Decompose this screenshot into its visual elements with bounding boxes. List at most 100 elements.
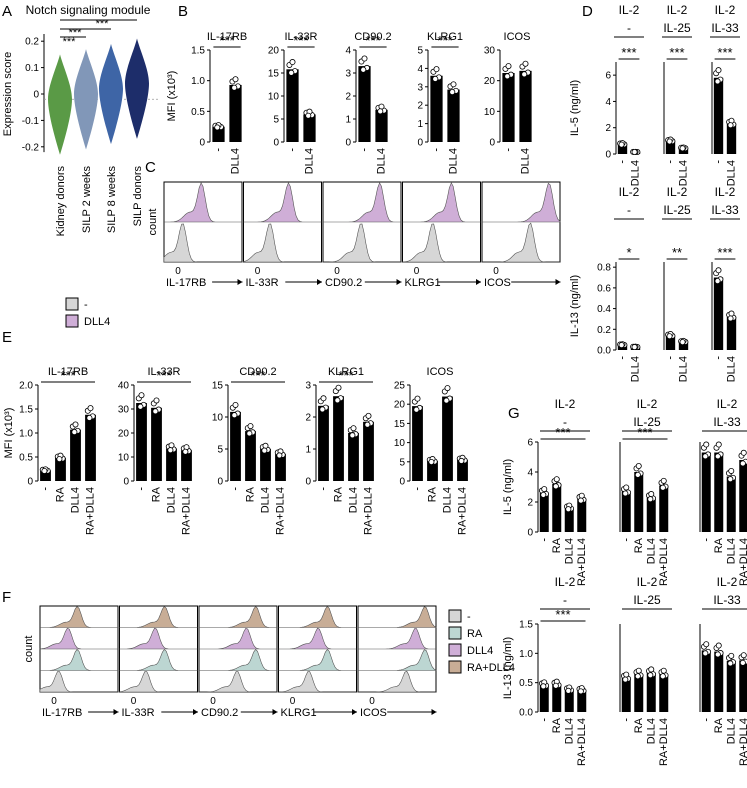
sig-marker: *** — [555, 607, 570, 622]
condition-header: - — [563, 593, 567, 607]
data-point — [715, 642, 722, 649]
marker-label: ICOS — [484, 277, 511, 289]
histogram-trace — [278, 671, 357, 693]
arrow-head — [113, 709, 119, 715]
y-tick-label: 3 — [305, 381, 311, 392]
data-point — [231, 412, 238, 419]
bar — [714, 651, 724, 712]
bar — [245, 431, 256, 481]
histogram-trace — [402, 223, 481, 263]
y-tick-label: 0 — [605, 150, 611, 161]
y-tick-label: 15 — [268, 69, 280, 80]
y-tick-label: 0.0 — [519, 708, 533, 719]
y-tick-label: 25 — [394, 381, 406, 392]
data-point — [565, 687, 572, 694]
data-point — [623, 484, 630, 491]
data-point — [577, 688, 584, 695]
condition-header: IL-25 — [633, 415, 661, 429]
condition-header: IL-33 — [711, 203, 739, 217]
legend-swatch — [448, 660, 462, 674]
chart-title: CD90.2 — [239, 366, 276, 378]
panel-letter: D — [582, 3, 593, 20]
y-tick-label: 10 — [268, 92, 280, 103]
data-point — [360, 66, 367, 73]
x-tick-label: - — [136, 487, 148, 491]
x-zero-label: 0 — [369, 696, 375, 707]
bar-chart-b: IL-17RB 0 0.5 1.0 1.5 - DLL4 *** MFI (x10³) — [166, 31, 247, 174]
condition-header: - — [627, 21, 631, 35]
data-point — [72, 421, 79, 428]
data-point — [659, 484, 666, 491]
histogram-trace — [119, 627, 198, 650]
data-point — [739, 460, 746, 467]
data-point — [648, 666, 655, 673]
y-tick-label: 3 — [417, 82, 423, 93]
y-tick-label: 4 — [527, 468, 533, 479]
bar — [552, 484, 562, 532]
bar-chart-g: 0.0 0.5 1.0 1.5 - RA DLL4 RA+DLL4 *** IL-13 (ng/m… — [502, 607, 588, 766]
y-tick-label: 0 — [489, 138, 495, 149]
data-point — [659, 673, 666, 680]
x-tick-label: - — [713, 160, 725, 164]
data-point — [553, 476, 560, 483]
data-point — [647, 672, 654, 679]
x-tick-label: DLL4 — [376, 148, 388, 174]
data-point — [449, 89, 456, 96]
data-point — [444, 385, 451, 392]
bar-chart-b: ICOS 0 10 20 30 - DLL4 — [484, 31, 532, 174]
panel-letter: G — [508, 405, 520, 422]
sig-marker: *** — [96, 18, 110, 30]
bar — [726, 476, 736, 532]
y-tick-label: 0 — [27, 477, 33, 488]
y-tick-label: 1 — [417, 119, 423, 130]
legend-swatch — [448, 643, 462, 657]
bar — [713, 277, 724, 350]
data-point — [246, 430, 253, 437]
y-tick-label: 6 — [527, 438, 533, 449]
sig-marker: *** — [669, 45, 684, 60]
condition-header: IL-2 — [555, 575, 576, 589]
data-point — [443, 397, 450, 404]
violin-plot: 0.2 0.1 0 -0.1 -0.2 Expression score Kidney do… — [2, 18, 158, 236]
chart-title: CD90.2 — [354, 31, 391, 43]
bar — [539, 685, 549, 712]
bar — [457, 459, 468, 481]
x-zero-label: 0 — [255, 266, 261, 277]
sig-marker: *** — [621, 45, 636, 60]
legend-swatch — [448, 609, 462, 623]
data-point — [182, 448, 189, 455]
y-tick-label: 10 — [118, 453, 130, 464]
data-point — [71, 429, 78, 436]
x-tick-label: DLL4 — [448, 148, 460, 174]
condition-header: IL-2 — [555, 397, 576, 411]
data-point — [679, 339, 686, 346]
bar — [617, 144, 628, 154]
group-label: SILP 8 weeks — [106, 166, 118, 234]
y-tick-label: 0.4 — [597, 304, 611, 315]
data-point — [377, 108, 384, 115]
condition-header: IL-33 — [711, 21, 739, 35]
data-point — [660, 477, 667, 484]
arrow-head — [272, 709, 278, 715]
y-tick-label: 0 — [417, 138, 423, 149]
data-point — [635, 462, 642, 469]
bar-chart-d: - DLL4 ** — [663, 245, 690, 382]
data-point — [320, 395, 327, 402]
histogram-trace — [40, 606, 118, 628]
x-tick-label: DLL4 — [166, 487, 178, 513]
bar-chart-e: CD90.2 0 5 10 15 - RA DLL4 RA+DLL4 *** — [212, 366, 287, 535]
y-tick-label: 10 — [394, 438, 406, 449]
y-tick-label: 40 — [118, 381, 130, 392]
sig-marker: *** — [250, 368, 265, 383]
x-tick-label: - — [617, 356, 629, 360]
histogram-trace — [323, 182, 401, 223]
data-point — [728, 310, 735, 317]
bar — [739, 660, 747, 712]
panel-letter: E — [2, 329, 12, 346]
data-point — [714, 78, 721, 85]
data-point — [288, 69, 295, 76]
sig-marker: *** — [69, 27, 83, 39]
marker-label: IL-33R — [246, 277, 279, 289]
data-point — [231, 84, 238, 91]
